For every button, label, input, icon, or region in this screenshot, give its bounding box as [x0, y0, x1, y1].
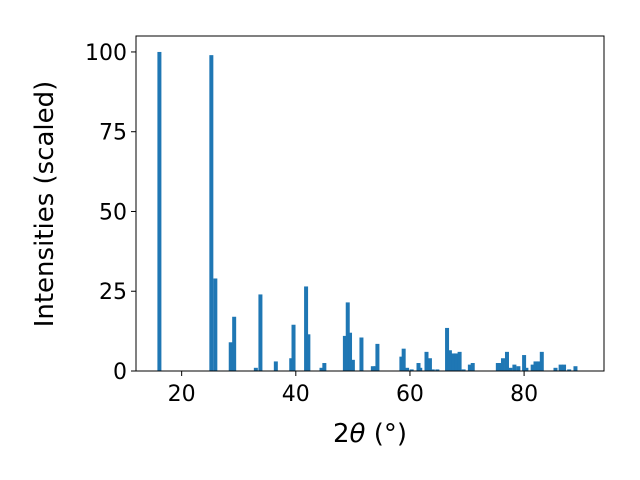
bar — [345, 302, 350, 371]
bar — [209, 55, 214, 371]
bar — [304, 286, 309, 371]
bar — [375, 343, 380, 371]
bar — [322, 363, 327, 371]
x-tick-label: 60 — [396, 382, 424, 407]
bar — [427, 358, 432, 371]
bar — [536, 361, 541, 371]
bar — [539, 351, 544, 371]
y-tick-label: 100 — [85, 41, 127, 66]
bar — [228, 342, 233, 371]
bars-group — [157, 51, 578, 371]
y-tick-label: 50 — [99, 200, 127, 225]
bar — [512, 364, 517, 371]
bar — [558, 364, 563, 371]
bar — [399, 356, 404, 371]
bar — [306, 334, 311, 371]
bar — [289, 358, 294, 371]
plot-frame — [135, 35, 605, 372]
x-axis-label: 2θ (°) — [333, 419, 407, 449]
bar — [409, 369, 414, 371]
bar — [467, 364, 472, 371]
bar — [273, 361, 278, 371]
bar — [232, 316, 237, 371]
x-axis-ticks: 20 40 60 80 — [168, 371, 538, 407]
bar — [253, 367, 258, 371]
bar — [470, 363, 475, 371]
bar — [562, 364, 567, 371]
bar — [401, 348, 406, 371]
bar — [530, 364, 535, 371]
x-tick-label: 20 — [168, 382, 196, 407]
bar — [213, 278, 218, 371]
bar — [451, 353, 456, 371]
bar — [418, 367, 423, 371]
bar — [495, 363, 500, 371]
x-tick-label: 40 — [282, 382, 310, 407]
bar — [370, 366, 375, 371]
y-tick-label: 0 — [113, 360, 127, 385]
y-axis-label: Intensities (scaled) — [30, 81, 60, 328]
bar — [522, 355, 527, 371]
bar — [533, 361, 538, 371]
bar — [553, 367, 558, 371]
y-axis-ticks: 0 25 50 75 100 — [85, 41, 136, 385]
bar — [342, 335, 347, 371]
bar — [157, 51, 162, 371]
bar — [291, 324, 296, 371]
y-tick-label: 25 — [99, 280, 127, 305]
bar — [435, 369, 440, 371]
bar — [359, 337, 364, 371]
bar — [508, 367, 513, 371]
bar — [504, 351, 509, 371]
bar — [424, 351, 429, 371]
bar — [319, 367, 324, 371]
bar — [516, 366, 521, 371]
bar — [416, 363, 421, 371]
bar — [405, 367, 410, 371]
bar — [461, 369, 466, 371]
bar — [445, 327, 450, 371]
bar — [457, 351, 462, 371]
bar — [258, 294, 263, 371]
bar — [500, 358, 505, 371]
bar — [573, 366, 578, 371]
bar — [350, 359, 355, 371]
bar — [498, 363, 503, 371]
bar — [524, 367, 529, 371]
bar — [454, 353, 459, 371]
bar — [567, 369, 572, 371]
bar — [348, 332, 353, 371]
bar — [447, 350, 452, 371]
y-tick-label: 75 — [99, 121, 127, 146]
bar — [430, 369, 435, 371]
x-tick-label: 80 — [510, 382, 538, 407]
